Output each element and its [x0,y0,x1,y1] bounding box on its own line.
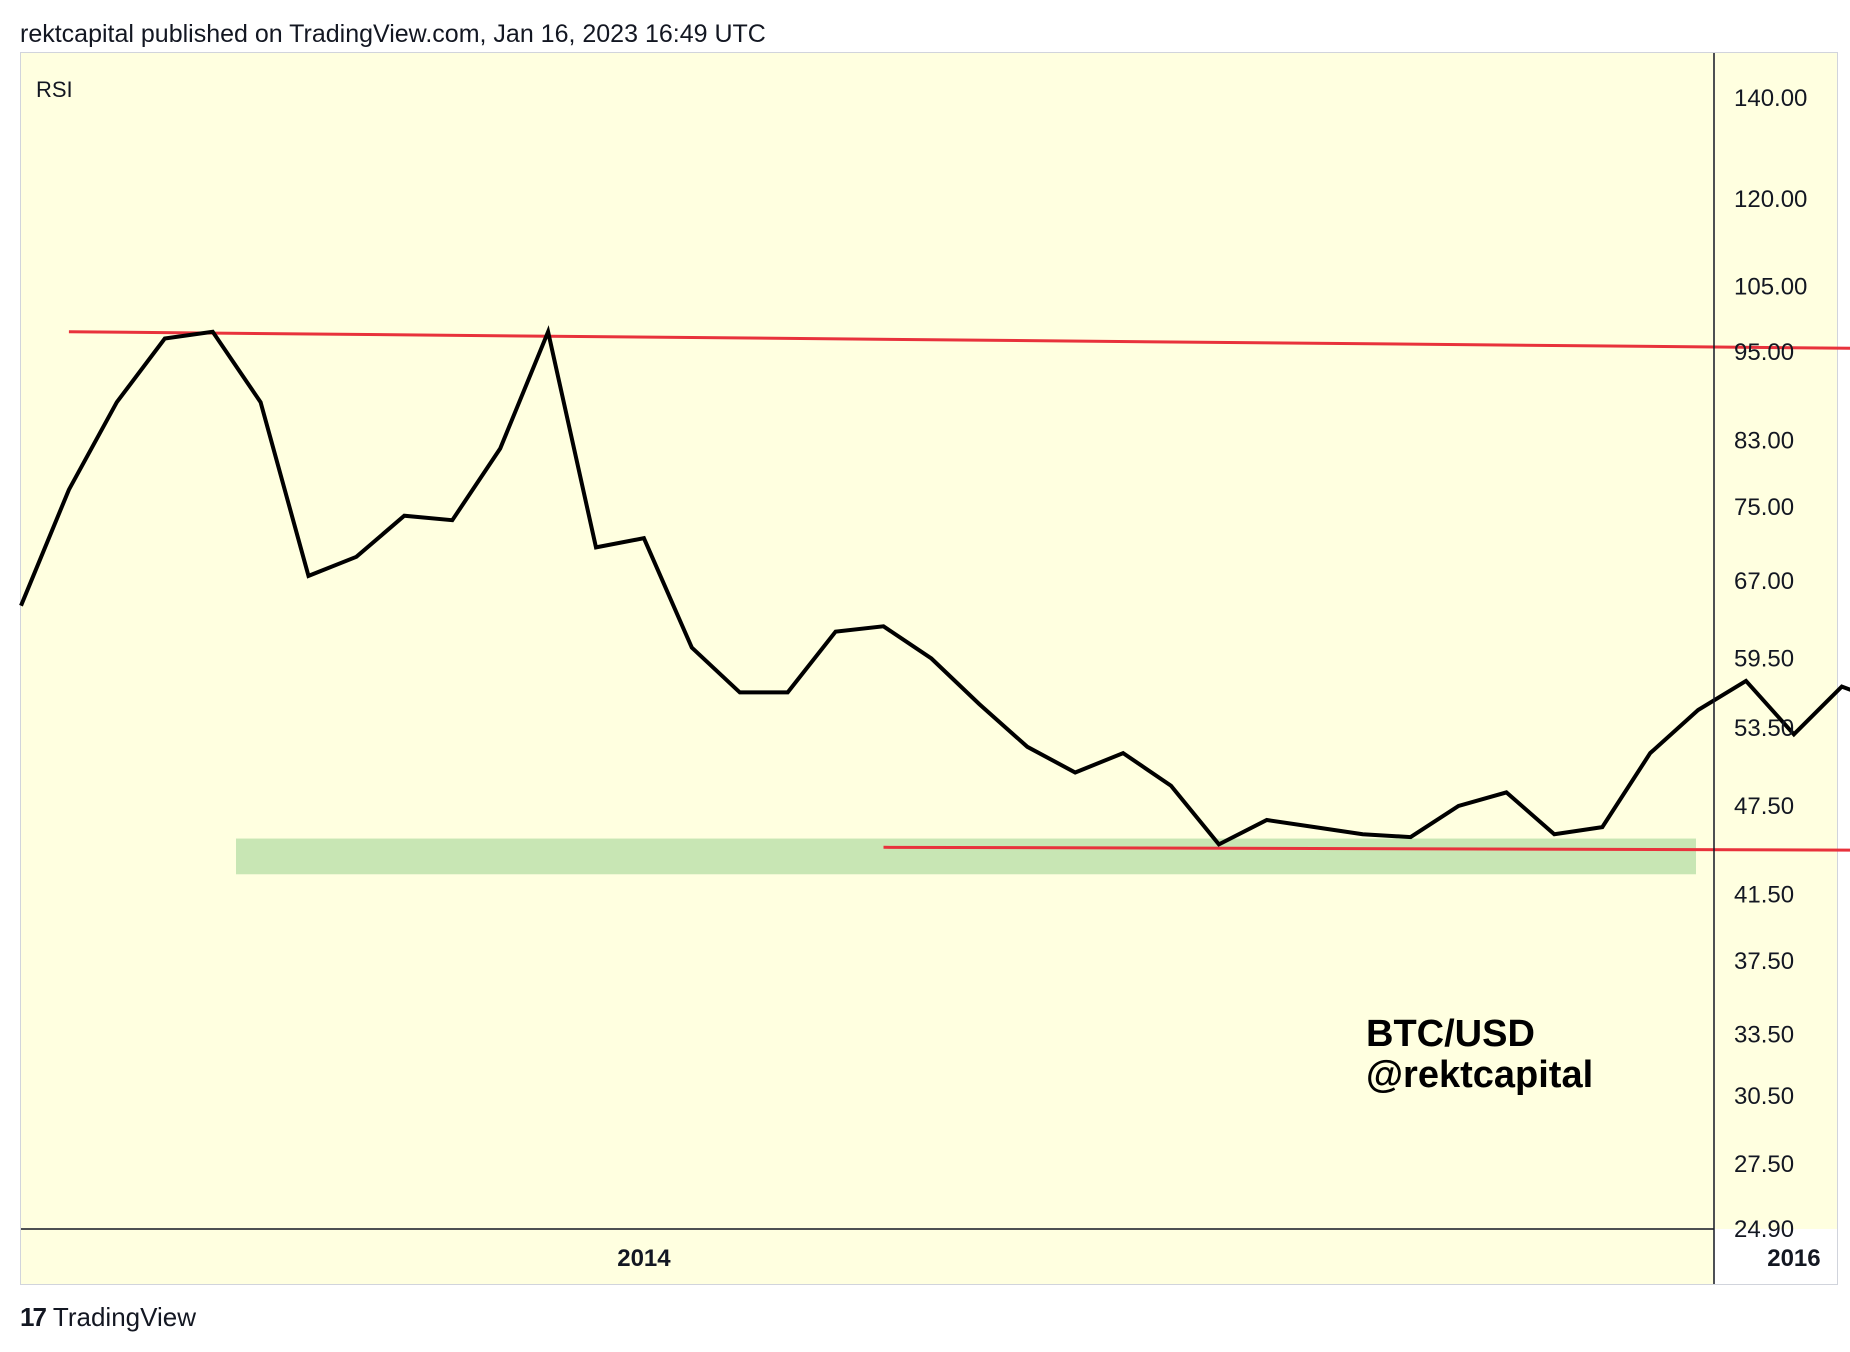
y-tick-label: 120.00 [1734,186,1807,213]
y-tick-label: 140.00 [1734,85,1807,112]
x-tick-label: 2016 [1767,1245,1820,1272]
y-tick-label: 24.90 [1734,1216,1794,1243]
support-zone [236,838,1696,875]
brand-name: TradingView [52,1302,196,1332]
y-tick-label: 83.00 [1734,428,1794,455]
y-tick-label: 75.00 [1734,494,1794,521]
y-tick-label: 33.50 [1734,1022,1794,1049]
tradingview-logo-icon: 17 [20,1302,47,1332]
y-tick-label: 37.50 [1734,948,1794,975]
y-tick-label: 27.50 [1734,1151,1794,1178]
support-line [883,845,1850,852]
y-tick-label: 47.50 [1734,793,1794,820]
rsi-series-line [19,325,1850,847]
y-tick-label: 53.50 [1734,715,1794,742]
indicator-label: RSI [36,77,73,102]
y-tick-label: 41.50 [1734,881,1794,908]
y-tick-label: 30.50 [1734,1083,1794,1110]
time-axis-background [21,1229,1714,1284]
y-tick-label: 95.00 [1734,339,1794,366]
footer-brand: 17 TradingView [20,1302,196,1333]
x-tick-label: 2014 [617,1245,671,1272]
watermark-symbol: BTC/USD [1366,1013,1535,1055]
publish-header: rektcapital published on TradingView.com… [20,20,766,48]
watermark-author: @rektcapital [1366,1054,1593,1096]
price-axis-background [1714,53,1837,1229]
y-tick-label: 59.50 [1734,646,1794,673]
resistance-line [68,330,1850,350]
y-tick-label: 67.00 [1734,568,1794,595]
y-tick-label: 105.00 [1734,274,1807,301]
plot-background [21,53,1714,1229]
